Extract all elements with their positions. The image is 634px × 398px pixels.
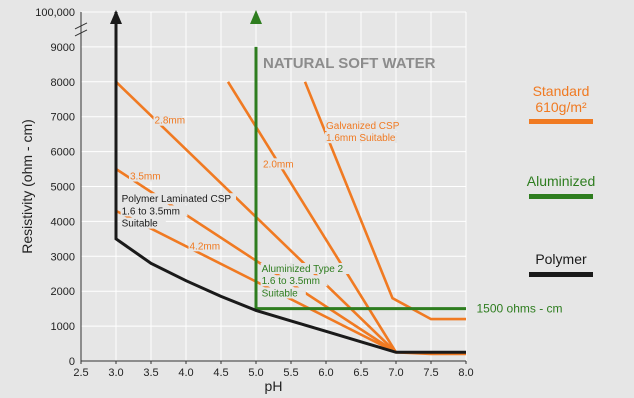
annotation-label: 1.6mm Suitable [326,133,396,144]
x-tick-label: 4.0 [178,367,193,379]
legend-sublabel: 610g/m² [535,99,587,115]
y-tick-label: 5000 [51,182,75,194]
annotation-label: Suitable [262,288,299,299]
annotation-label: 2.8mm [155,116,186,127]
polymer-arrowhead [110,10,122,24]
y-axis-label: Resistivity (ohm - cm) [19,119,35,254]
y-tick-label: 3000 [51,251,75,263]
annotation-label: Suitable [122,219,159,230]
annotation-bg [325,119,403,131]
y-tick-label: 4000 [51,216,75,228]
annotation-label: 1.6 to 3.5mm [122,206,180,217]
y-axis-break [74,22,88,37]
legend-label: Aluminized [527,173,595,189]
aluminized-arrowhead [250,10,262,24]
y-tick-label: 7000 [51,112,75,124]
annotation-bg [188,240,218,252]
legend-swatch [529,119,593,124]
region-title: NATURAL SOFT WATER [263,55,436,72]
x-tick-label: 3.5 [143,367,158,379]
x-tick-label: 3.0 [108,367,123,379]
y-tick-label: 0 [69,356,75,368]
annotation-bg [120,193,236,205]
annotation-label: Aluminized Type 2 [262,264,344,275]
y-tick-label: 6000 [51,147,75,159]
annotation-label: Galvanized CSP [326,121,400,132]
x-tick-label: 7.5 [423,367,438,379]
annotation-bg [260,275,328,287]
annotation-bg [153,114,183,126]
annotation-label: 2.0mm [263,159,294,170]
annotation-label: 1500 ohms - cm [477,302,563,316]
annotation-bg [120,205,188,217]
x-tick-label: 4.5 [213,367,228,379]
y-tick-label: 9000 [51,42,75,54]
x-tick-label: 5.5 [283,367,298,379]
annotation-bg [260,287,306,299]
x-tick-label: 8.0 [458,367,473,379]
x-axis-label: pH [265,378,283,394]
x-tick-label: 6.0 [318,367,333,379]
series-line-7 [114,12,466,354]
legend-swatch [529,272,593,277]
x-tick-label: 7.0 [388,367,403,379]
x-tick-label: 5.0 [248,367,263,379]
annotation-bg [325,132,403,144]
annotation-bg [262,158,291,170]
annotation-label: 1.6 to 3.5mm [262,276,320,287]
x-tick-label: 2.5 [73,367,88,379]
annotation-label: Polymer Laminated CSP [122,194,232,205]
annotation-bg [260,263,355,275]
x-tick-label: 6.5 [353,367,368,379]
y-tick-label: 8000 [51,77,75,89]
annotation-label: 3.5mm [130,172,161,183]
legend-label: Standard [533,83,590,99]
y-tick-label: 2000 [51,286,75,298]
legend-swatch [529,194,593,199]
series-line-6 [254,46,466,311]
y-tick-label: 1000 [51,321,75,333]
annotation-label: 4.2mm [190,241,221,252]
legend-label: Polymer [535,251,587,267]
annotation-bg [129,170,158,182]
annotation-bg [120,217,166,229]
y-tick-label: 100,000 [35,7,75,19]
